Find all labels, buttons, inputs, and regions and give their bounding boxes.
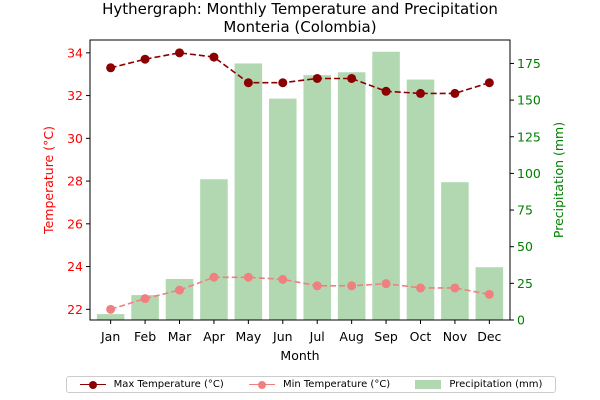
y-right-tick-label: 50 [517,239,533,254]
temperature-lines [106,48,494,314]
max-temp-point-aug [347,73,357,83]
x-tick-label: May [235,329,261,344]
max-temp-line [110,51,490,95]
max-temp-point-jul [312,73,322,83]
legend-label-min-temp: Min Temperature (°C) [282,379,391,390]
legend-swatch-max-temp [79,380,106,390]
chart-title-line2: Monteria (Colombia) [223,18,376,36]
precipitation-bar-apr [200,179,228,320]
precipitation-bar-sep [372,51,400,320]
chart-legend: Max Temperature (°C) Min Temperature (°C… [66,376,556,393]
max-temp-point-jan [106,63,116,73]
y-axis-right-label: Precipitation (mm) [551,122,566,238]
y-right-tick-label: 150 [517,93,541,108]
min-temp-line [110,276,490,311]
y-left-tick-label: 34 [67,45,83,60]
x-tick-label: Oct [410,329,432,344]
y-right-tick-label: 25 [517,276,533,291]
min-temp-point-nov [450,283,460,293]
max-temp-point-apr [209,52,219,62]
max-temp-point-dec [484,78,494,88]
min-temp-point-jan [106,304,116,314]
min-temp-point-feb [140,294,150,304]
x-tick-label: Dec [477,329,501,344]
legend-label-precipitation: Precipitation (mm) [449,379,543,390]
legend-item-precipitation: Precipitation (mm) [415,379,542,390]
y-left-tick-label: 32 [67,88,83,103]
x-tick-label: Apr [203,329,225,344]
x-tick-label: Nov [443,329,468,344]
axes: Jan Feb Mar Apr May Jun Jul Aug Sep Oct Nov Dec 22 24… [67,45,541,344]
y-left-tick-label: 24 [67,259,83,274]
precipitation-bar-nov [441,182,469,320]
plot-frame [89,39,511,321]
precipitation-bar-aug [337,72,366,320]
min-temp-point-jun [278,274,288,284]
precipitation-bars [96,51,504,321]
chart-title-line1: Hythergraph: Monthly Temperature and Pre… [102,0,498,18]
min-temp-point-jul [312,281,322,291]
min-temp-point-apr [209,272,219,282]
precipitation-bar-mar [165,278,194,320]
y-right-tick-label: 100 [517,166,541,181]
y-right-tick-label: 75 [517,203,533,218]
min-temp-point-dec [484,289,494,299]
max-temp-point-mar [175,48,185,58]
min-temp-point-oct [415,283,425,293]
legend-label-max-temp: Max Temperature (°C) [113,379,224,390]
precipitation-bar-oct [406,79,435,321]
y-right-tick-label: 175 [517,56,541,71]
min-temp-point-sep [381,279,391,289]
legend-item-min-temp: Min Temperature (°C) [248,379,391,390]
max-temp-point-jun [278,78,288,88]
y-left-tick-label: 26 [67,216,83,231]
x-tick-label: Jul [309,329,325,344]
y-left-tick-label: 30 [67,131,83,146]
x-tick-label: Jun [272,329,293,344]
x-tick-label: Jan [100,329,120,344]
x-tick-label: Sep [374,329,398,344]
y-right-tick-label: 0 [517,313,525,328]
max-temp-point-sep [381,86,391,96]
max-temp-point-may [243,78,253,88]
legend-swatch-precipitation [415,380,442,389]
min-temp-point-mar [175,285,185,295]
min-temp-point-may [243,272,253,282]
x-tick-label: Feb [134,329,156,344]
max-temp-point-feb [140,54,150,64]
y-left-tick-label: 22 [67,302,83,317]
precipitation-bar-jun [269,98,297,321]
y-right-tick-label: 125 [517,129,541,144]
x-tick-label: Aug [339,329,363,344]
precipitation-bar-jan [96,314,125,320]
precipitation-bar-jul [303,75,331,320]
min-temp-point-aug [347,281,357,291]
y-left-tick-label: 28 [67,174,83,189]
legend-item-max-temp: Max Temperature (°C) [79,379,224,390]
legend-swatch-min-temp [248,380,275,390]
x-tick-label: Mar [168,329,192,344]
max-temp-point-oct [415,88,425,98]
max-temp-point-nov [450,88,460,98]
x-axis-label: Month [280,348,319,363]
y-axis-left-label: Temperature (°C) [41,126,56,235]
